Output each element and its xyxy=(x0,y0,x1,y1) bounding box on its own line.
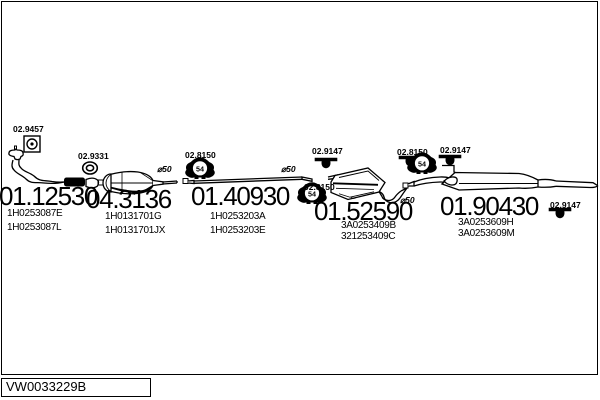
svg-text:⌀50: ⌀50 xyxy=(157,164,172,174)
svg-text:⌀50: ⌀50 xyxy=(281,164,296,174)
